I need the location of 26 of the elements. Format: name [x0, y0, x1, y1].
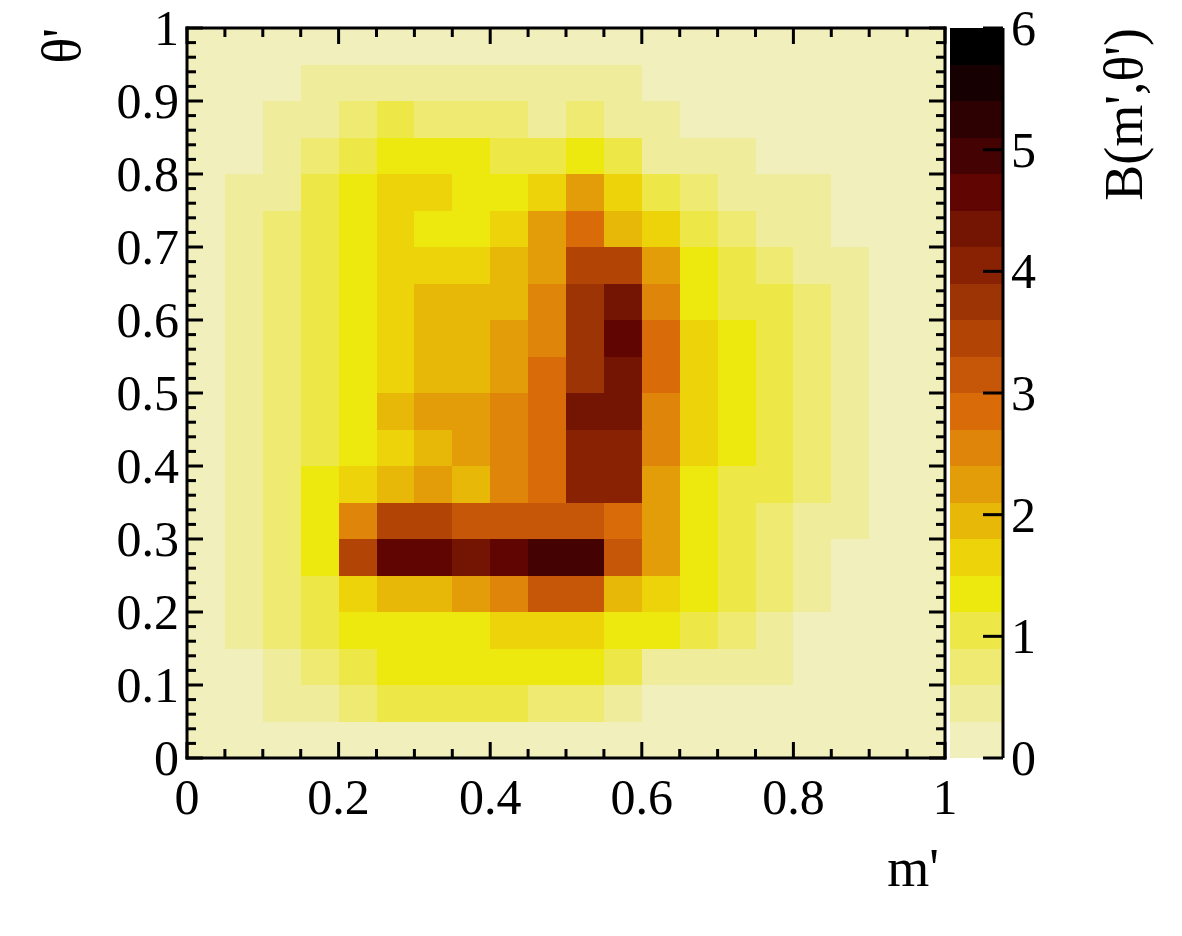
color-bar-label: 2	[1011, 486, 1036, 543]
x-tick-label: 1	[932, 769, 958, 825]
y-tick-label: 0	[154, 729, 179, 786]
x-tick-label: 0.2	[307, 769, 370, 825]
y-tick-label: 0.2	[116, 583, 179, 640]
x-axis-title: m'	[887, 838, 939, 898]
color-bar-label: 6	[1011, 0, 1036, 56]
y-tick-label: 0.4	[116, 437, 179, 494]
color-bar-label: 4	[1011, 243, 1036, 300]
y-tick-label: 0.6	[116, 291, 179, 348]
y-tick-label: 0.3	[116, 510, 179, 567]
y-tick-label: 0.5	[116, 364, 179, 421]
x-tick-label: 0.6	[610, 769, 674, 825]
color-bar-label: 5	[1011, 121, 1036, 178]
color-bar-label: 3	[1011, 364, 1036, 421]
y-tick-label: 0.1	[116, 656, 179, 713]
y-tick-label: 0.9	[116, 72, 179, 129]
x-tick-label: 0.8	[762, 769, 825, 825]
color-bar-label: 1	[1011, 608, 1036, 665]
y-tick-label: 0.7	[116, 218, 179, 275]
color-bar-label: 0	[1011, 729, 1036, 786]
y-tick-label: 1	[154, 0, 179, 56]
x-tick-label: 0.4	[458, 769, 522, 825]
y-axis-title: θ'	[32, 28, 92, 64]
y-tick-label: 0.8	[116, 145, 179, 202]
color-bar-title: B(m',θ')	[1094, 28, 1154, 201]
